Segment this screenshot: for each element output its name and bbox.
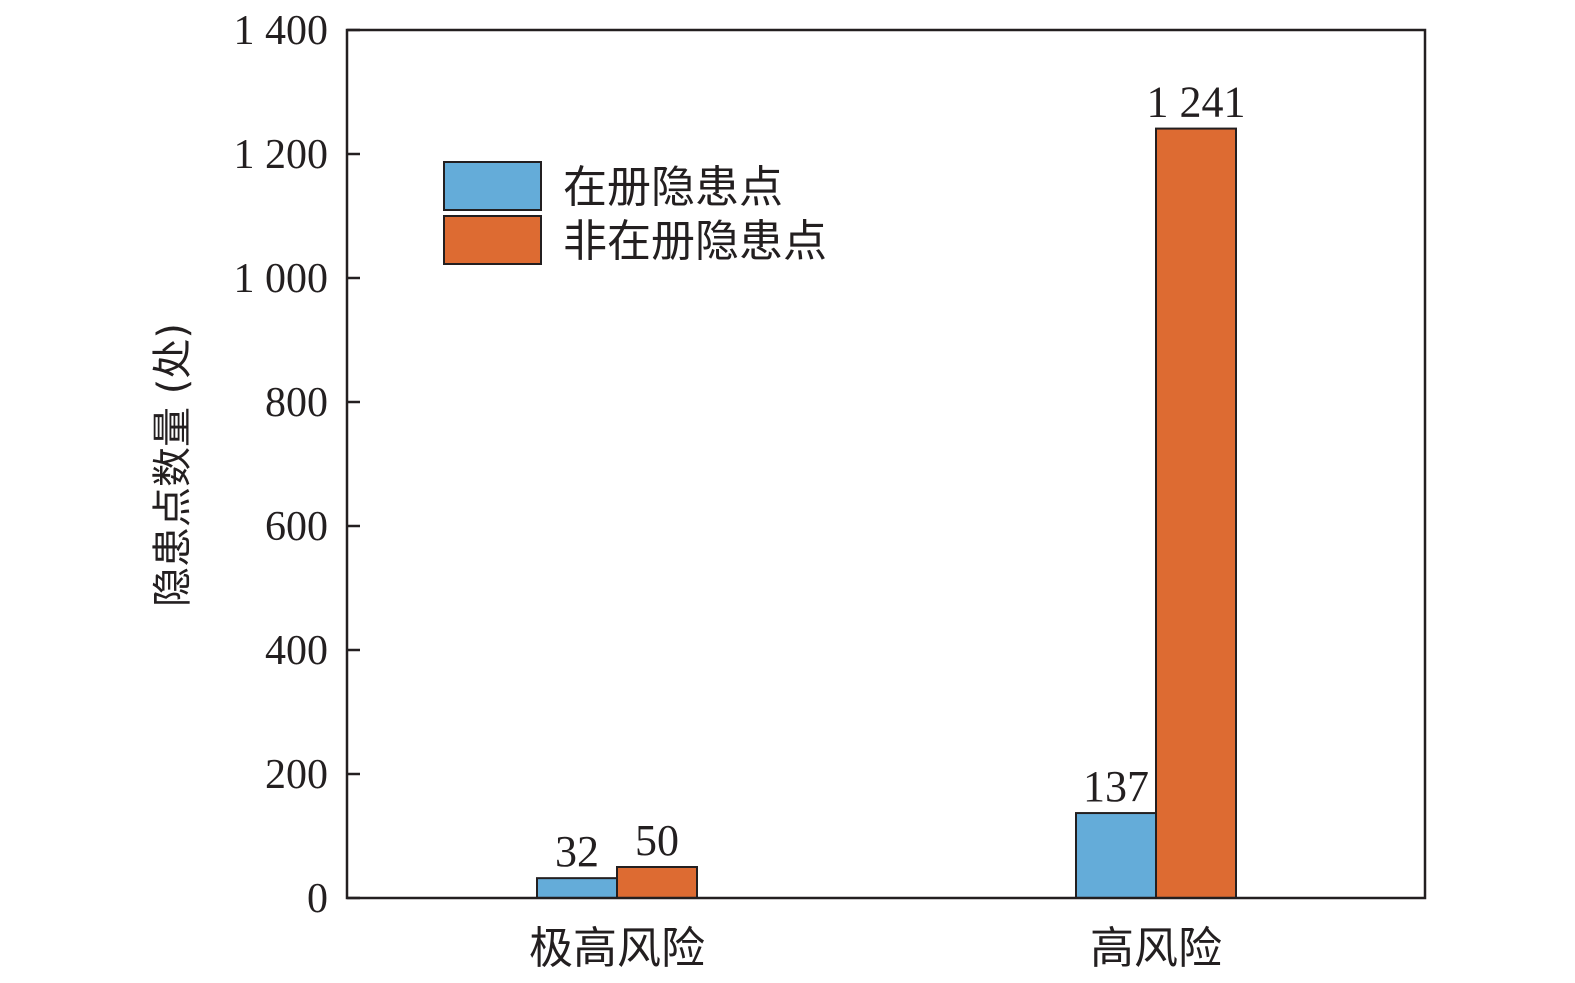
data-label: 32	[555, 827, 599, 876]
plot-frame	[345, 28, 1427, 900]
bar	[1075, 812, 1157, 899]
y-tick-label: 1 200	[234, 132, 329, 178]
bar	[616, 866, 698, 899]
legend-swatch	[443, 161, 542, 211]
bars	[536, 127, 1237, 899]
y-axis-label: 隐患点数量 (处)	[150, 323, 196, 607]
y-tick-label: 1 000	[234, 256, 329, 302]
data-label: 50	[635, 816, 679, 865]
data-label: 1 241	[1147, 78, 1246, 127]
legend-label: 非在册隐患点	[563, 216, 827, 267]
legend-label: 在册隐患点	[563, 162, 783, 213]
x-category-label: 高风险	[1090, 923, 1222, 974]
x-axis-categories: 极高风险 高风险	[529, 923, 1222, 974]
y-axis-ticks: 0 200 400 600 800 1 000 1 200 1 400	[234, 8, 360, 922]
y-tick-label: 800	[265, 380, 328, 426]
bar	[1155, 127, 1237, 899]
data-label: 137	[1083, 762, 1149, 811]
legend-swatch	[443, 215, 542, 265]
x-category-label: 极高风险	[529, 923, 705, 974]
y-tick-label: 600	[265, 504, 328, 550]
y-tick-label: 0	[307, 876, 328, 922]
y-tick-label: 1 400	[234, 8, 329, 54]
y-tick-label: 400	[265, 628, 328, 674]
bar	[536, 877, 618, 899]
y-tick-label: 200	[265, 752, 328, 798]
data-labels: 32 50 137 1 241	[555, 78, 1246, 877]
